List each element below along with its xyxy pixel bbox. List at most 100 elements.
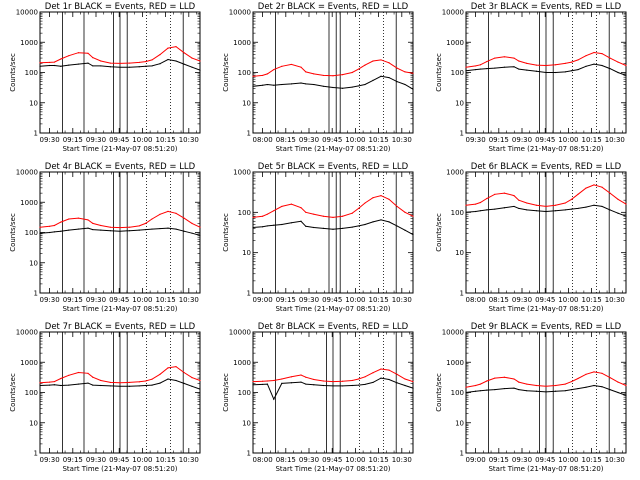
data-point-lld <box>396 373 398 375</box>
data-point-lld <box>266 380 268 382</box>
x-tick-label: 10:00 <box>558 456 578 464</box>
data-point-lld <box>593 371 595 373</box>
x-tick-label: 09:45 <box>109 456 129 464</box>
data-point-lld <box>281 205 283 208</box>
y-tick-label: 1000 <box>446 39 464 47</box>
chart-title: Det 8r BLACK = Events, RED = LLD <box>258 322 409 332</box>
x-tick-label: 09:15 <box>63 456 83 464</box>
data-point-lld <box>364 376 366 378</box>
data-point-events <box>266 225 268 227</box>
data-point-events <box>412 387 414 389</box>
data-point-lld <box>313 213 315 215</box>
y-axis-label: Counts/sec <box>435 53 443 92</box>
x-tick-label: 09:30 <box>466 136 486 144</box>
chart-svg-7: Det 7r BLACK = Events, RED = LLD 1 10 100 10… <box>9 322 201 473</box>
data-point-lld <box>313 378 315 381</box>
data-point-lld <box>625 64 627 67</box>
chart-svg-4: Det 4r BLACK = Events, RED = LLD 1 10 100 10… <box>9 162 201 313</box>
data-point-lld <box>119 62 121 64</box>
x-tick-label: 10:15 <box>582 296 602 304</box>
data-point-lld <box>342 215 344 217</box>
y-tick-label: 10000 <box>442 329 464 337</box>
data-point-lld <box>351 71 353 74</box>
data-point-events <box>191 232 193 234</box>
data-point-lld <box>571 380 573 383</box>
x-tick-label: 10:15 <box>369 456 389 464</box>
x-tick-label: 09:15 <box>489 456 509 464</box>
data-point-events <box>290 222 292 224</box>
data-point-lld <box>290 63 292 66</box>
data-point-lld <box>535 384 537 387</box>
data-point-events <box>545 391 547 393</box>
data-point-lld <box>60 221 62 223</box>
y-tick-label: 1000 <box>20 39 38 47</box>
data-point-events <box>305 83 307 85</box>
data-point-events <box>475 390 477 392</box>
data-point-events <box>503 66 505 68</box>
data-point-lld <box>49 381 51 383</box>
data-point-lld <box>518 60 520 62</box>
data-point-lld <box>109 381 111 384</box>
data-point-lld <box>175 212 177 214</box>
data-point-events <box>262 383 264 386</box>
data-point-events <box>494 67 496 69</box>
plot-frame <box>252 171 414 294</box>
data-point-events <box>351 226 353 228</box>
data-point-events <box>577 68 579 71</box>
x-tick-label: 09:30 <box>512 296 532 304</box>
data-point-events <box>625 394 627 397</box>
data-point-lld <box>545 205 547 208</box>
data-point-lld <box>396 205 398 208</box>
data-point-lld <box>617 381 619 383</box>
data-point-lld <box>49 225 51 227</box>
data-point-lld <box>412 380 414 383</box>
data-point-lld <box>183 217 185 219</box>
data-point-events <box>92 228 94 231</box>
data-point-events <box>593 204 595 206</box>
data-point-events <box>564 209 566 211</box>
x-tick-label: 10:00 <box>132 296 152 304</box>
y-tick-label: 10000 <box>229 9 251 17</box>
data-point-events <box>60 65 62 67</box>
data-point-lld <box>300 66 302 68</box>
data-point-events <box>199 234 201 237</box>
data-point-lld <box>262 380 264 382</box>
data-point-lld <box>585 373 587 375</box>
data-point-lld <box>305 71 307 73</box>
data-point-events <box>49 231 51 234</box>
y-axis-label: Counts/sec <box>9 373 17 412</box>
data-point-events <box>351 384 353 387</box>
data-point-events <box>479 390 481 392</box>
data-point-events <box>199 388 201 390</box>
data-point-lld <box>486 197 488 200</box>
y-tick-label: 10 <box>455 249 464 257</box>
x-tick-label: 10:15 <box>369 296 389 304</box>
plot-frame <box>252 11 414 134</box>
data-point-events <box>151 228 153 230</box>
data-point-events <box>119 66 121 68</box>
data-point-lld <box>151 59 153 61</box>
chart-panel-4: Det 4r BLACK = Events, RED = LLD 1 10 100 10… <box>0 160 213 320</box>
y-tick-label: 1 <box>247 450 251 458</box>
chart-panel-6: Det 6r BLACK = Events, RED = LLD 1 10 100 10… <box>426 160 639 320</box>
data-point-events <box>159 227 161 230</box>
data-point-events <box>494 388 496 391</box>
data-point-events <box>609 67 611 70</box>
chart-svg-2: Det 2r BLACK = Events, RED = LLD 1 10 100 10… <box>222 2 414 153</box>
chart-panel-3: Det 3r BLACK = Events, RED = LLD 1 10 100 10… <box>426 0 639 160</box>
x-tick-label: 09:15 <box>63 296 83 304</box>
chart-title: Det 2r BLACK = Events, RED = LLD <box>258 2 409 12</box>
data-point-lld <box>609 192 611 194</box>
data-point-events <box>412 234 414 236</box>
data-point-lld <box>60 58 62 60</box>
y-tick-label: 100 <box>451 389 464 397</box>
data-point-lld <box>526 202 528 204</box>
data-point-events <box>313 384 315 386</box>
data-point-lld <box>252 75 254 77</box>
data-point-lld <box>577 193 579 195</box>
data-point-events <box>281 83 283 86</box>
x-axis-label: Start Time (21-May-07 08:51:20) <box>62 145 177 153</box>
data-point-lld <box>77 371 79 374</box>
x-tick-label: 10:00 <box>132 456 152 464</box>
y-tick-label: 10000 <box>16 329 38 337</box>
